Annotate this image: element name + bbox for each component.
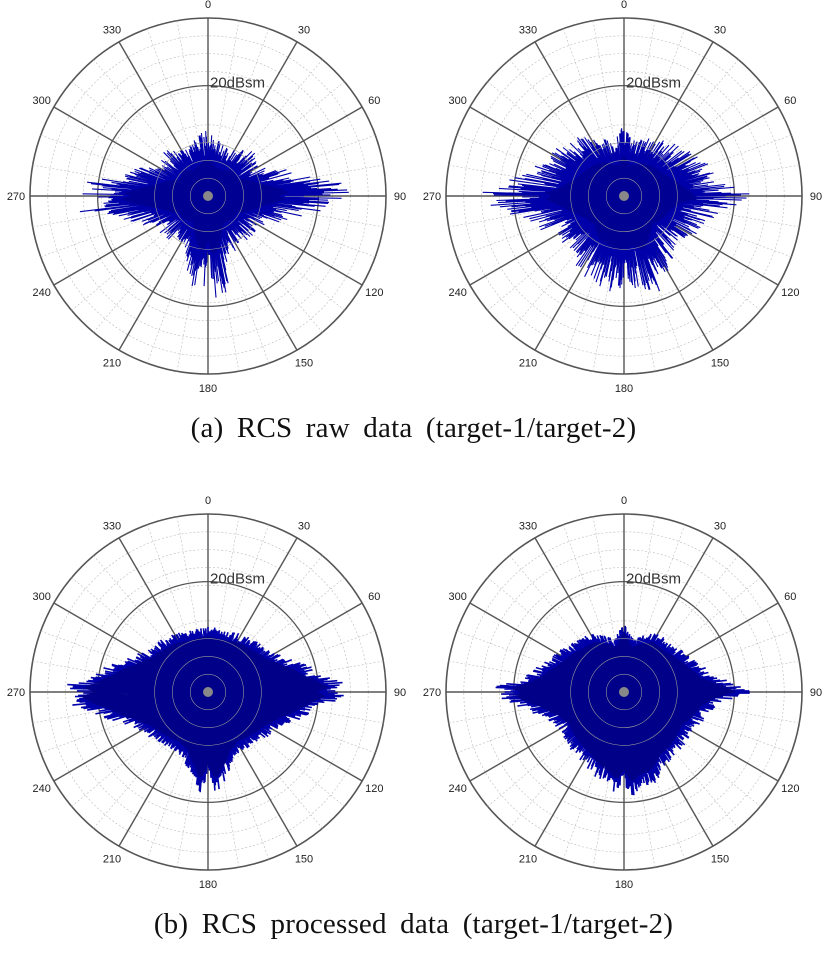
rcs-trace bbox=[482, 128, 750, 292]
angle-tick-120: 120 bbox=[365, 783, 383, 795]
rcs-envelope bbox=[543, 154, 699, 250]
angle-tick-270: 270 bbox=[7, 687, 25, 699]
angle-tick-240: 240 bbox=[449, 783, 467, 795]
angle-tick-120: 120 bbox=[365, 287, 383, 299]
inner-grid-ring bbox=[154, 142, 262, 250]
angle-tick-30: 30 bbox=[714, 25, 726, 37]
angle-tick-210: 210 bbox=[103, 853, 121, 865]
inner-grid-ring bbox=[570, 638, 678, 746]
inner-grid-ring bbox=[605, 177, 643, 215]
angle-tick-150: 150 bbox=[711, 357, 729, 369]
angle-tick-300: 300 bbox=[449, 591, 467, 603]
angle-tick-210: 210 bbox=[103, 357, 121, 369]
polar-chart-b-target-1: 0 30 60 90 120 150 180 210 240 270 300 330 20dBsm bbox=[7, 495, 406, 891]
ring-label-20dBsm: 20dBsm bbox=[626, 571, 681, 588]
angle-tick-30: 30 bbox=[714, 521, 726, 533]
rcs-envelope bbox=[512, 631, 736, 782]
angle-tick-150: 150 bbox=[295, 357, 313, 369]
angle-tick-180: 180 bbox=[199, 879, 217, 891]
inner-grid-ring bbox=[172, 656, 244, 728]
polar-chart-b-target-2: 0 30 60 90 120 150 180 210 240 270 300 330 20dBsm bbox=[423, 495, 822, 891]
center-dot bbox=[203, 687, 213, 697]
angle-tick-90: 90 bbox=[394, 191, 406, 203]
polar-chart-a-target-1: 0 30 60 90 120 150 180 210 240 270 300 330 20dBsm bbox=[7, 0, 406, 395]
angle-tick-330: 330 bbox=[103, 521, 121, 533]
angle-tick-60: 60 bbox=[784, 95, 796, 107]
angle-tick-60: 60 bbox=[368, 591, 380, 603]
angle-tick-150: 150 bbox=[711, 853, 729, 865]
ring-label-20dBsm: 20dBsm bbox=[210, 75, 265, 92]
angle-tick-60: 60 bbox=[784, 591, 796, 603]
inner-grid-ring bbox=[588, 656, 660, 728]
angle-tick-0: 0 bbox=[205, 0, 211, 11]
angle-tick-300: 300 bbox=[449, 95, 467, 107]
angle-tick-120: 120 bbox=[781, 783, 799, 795]
angle-tick-270: 270 bbox=[423, 191, 441, 203]
angle-tick-90: 90 bbox=[810, 191, 822, 203]
angle-tick-270: 270 bbox=[423, 687, 441, 699]
angle-tick-120: 120 bbox=[781, 287, 799, 299]
caption-a: (a) RCS raw data (target-1/target-2) bbox=[190, 412, 637, 444]
angle-tick-270: 270 bbox=[7, 191, 25, 203]
angle-tick-330: 330 bbox=[519, 25, 537, 37]
rcs-envelope bbox=[81, 636, 329, 778]
ring-label-20dBsm: 20dBsm bbox=[626, 75, 681, 92]
rcs-trace bbox=[79, 131, 349, 298]
rcs-trace bbox=[495, 625, 750, 796]
angle-tick-90: 90 bbox=[394, 687, 406, 699]
center-dot bbox=[203, 191, 213, 201]
angle-tick-60: 60 bbox=[368, 95, 380, 107]
angle-tick-240: 240 bbox=[449, 287, 467, 299]
angle-tick-210: 210 bbox=[519, 357, 537, 369]
inner-grid-ring bbox=[189, 673, 227, 711]
inner-grid-ring bbox=[189, 177, 227, 215]
caption-b: (b) RCS processed data (target-1/target-… bbox=[153, 908, 674, 940]
angle-tick-180: 180 bbox=[615, 383, 633, 395]
polar-chart-a-target-2: 0 30 60 90 120 150 180 210 240 270 300 330 20dBsm bbox=[423, 0, 822, 395]
angle-tick-300: 300 bbox=[33, 95, 51, 107]
angle-tick-30: 30 bbox=[298, 25, 310, 37]
inner-grid-ring bbox=[588, 160, 660, 232]
inner-grid-ring bbox=[570, 142, 678, 250]
center-dot bbox=[619, 687, 629, 697]
rcs-envelope bbox=[121, 158, 289, 254]
angle-tick-180: 180 bbox=[615, 879, 633, 891]
angle-tick-0: 0 bbox=[621, 0, 627, 11]
angle-tick-240: 240 bbox=[33, 287, 51, 299]
angle-tick-330: 330 bbox=[103, 25, 121, 37]
angle-tick-180: 180 bbox=[199, 383, 217, 395]
inner-grid-ring bbox=[172, 160, 244, 232]
angle-tick-150: 150 bbox=[295, 853, 313, 865]
angle-tick-240: 240 bbox=[33, 783, 51, 795]
angle-tick-210: 210 bbox=[519, 853, 537, 865]
inner-grid-ring bbox=[154, 638, 262, 746]
angle-tick-330: 330 bbox=[519, 521, 537, 533]
angle-tick-0: 0 bbox=[621, 495, 627, 507]
angle-tick-0: 0 bbox=[205, 495, 211, 507]
angle-tick-90: 90 bbox=[810, 687, 822, 699]
inner-grid-ring bbox=[605, 673, 643, 711]
ring-label-20dBsm: 20dBsm bbox=[210, 571, 265, 588]
angle-tick-300: 300 bbox=[33, 591, 51, 603]
angle-tick-30: 30 bbox=[298, 521, 310, 533]
center-dot bbox=[619, 191, 629, 201]
